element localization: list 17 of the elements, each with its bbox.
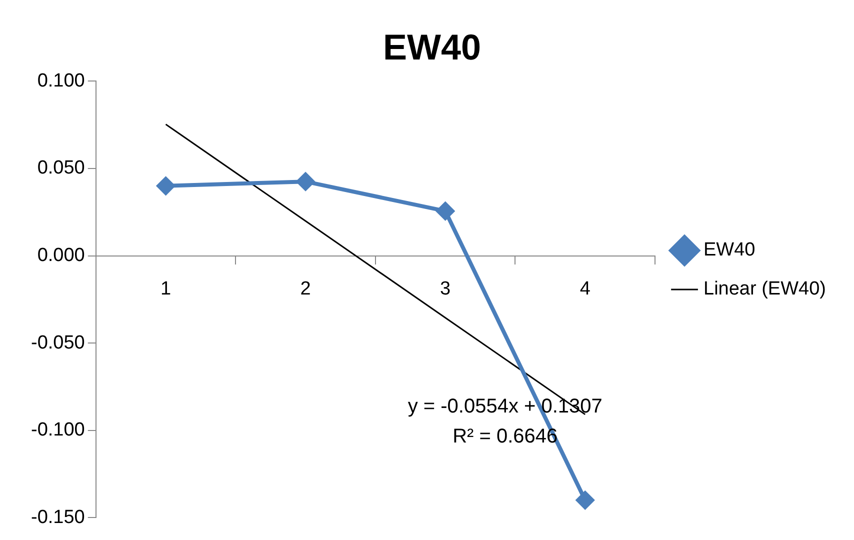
- point: [156, 176, 175, 195]
- legend-label: EW40: [704, 240, 756, 261]
- y-tick-label: 0.050: [37, 158, 85, 179]
- x-tick-label: 3: [440, 278, 451, 300]
- point: [296, 172, 315, 191]
- y-tick-label: 0.100: [37, 70, 85, 92]
- point: [436, 202, 454, 220]
- chart-title: EW40: [382, 26, 482, 68]
- y-tick-label: -0.100: [31, 420, 85, 441]
- y-tick-label: 0.000: [37, 244, 85, 266]
- point: [576, 491, 594, 510]
- x-tick-label: 4: [580, 278, 591, 300]
- y-tick-label: -0.050: [31, 332, 85, 354]
- y-tick-label: -0.150: [31, 506, 85, 528]
- legend-label: Linear (EW40): [704, 278, 826, 300]
- x-tick-label: 2: [300, 278, 311, 300]
- x-tick-label: 1: [160, 278, 172, 300]
